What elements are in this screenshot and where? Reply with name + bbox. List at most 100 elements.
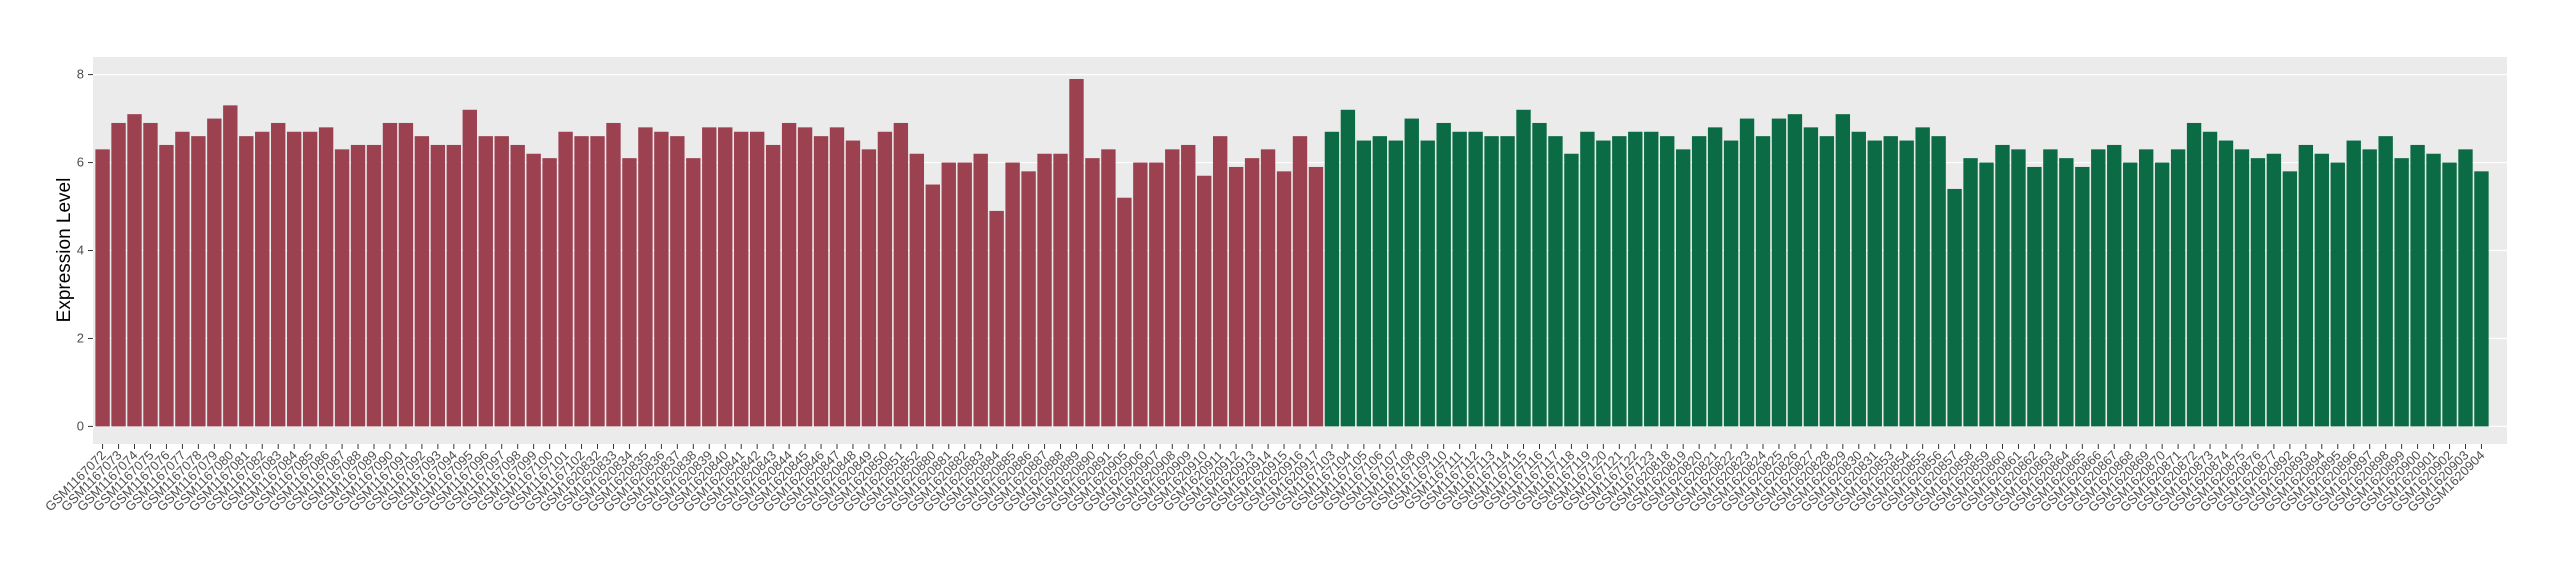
bar [1021,171,1036,427]
bar [191,136,206,427]
bar [1228,166,1244,427]
bar [207,118,222,427]
bar [1564,153,1579,427]
bar [1436,122,1451,427]
bar [1484,136,1499,427]
bar [1165,149,1180,427]
bar [2298,144,2314,427]
bar [1133,162,1148,427]
bar [414,136,430,427]
bar [111,122,126,427]
bar [1101,149,1116,427]
bar [909,153,925,427]
bar [1675,149,1691,427]
bar [1787,114,1803,427]
bar [1181,144,1196,427]
bar [1308,166,1324,427]
bar [1628,131,1643,427]
bar [749,131,765,427]
bar [1404,118,1419,427]
bar [286,131,302,427]
bar [813,136,829,427]
y-tick-label: 2 [77,330,84,345]
bar [2123,162,2138,427]
bar [1596,140,1611,427]
bar [638,127,653,427]
bar [175,131,190,427]
bar [223,105,238,427]
bar [1053,153,1068,427]
bar [1755,136,1771,427]
bar [318,127,334,427]
bar [1244,158,1260,427]
bar [1691,136,1707,427]
bar [334,149,350,427]
bar [1883,136,1898,427]
bar [350,144,366,427]
bar [1516,109,1531,427]
bar [255,131,270,427]
bar [2282,171,2298,427]
bar [478,136,493,427]
bar [2426,153,2441,427]
bar [2043,149,2058,427]
bar [1851,131,1866,427]
bar [366,144,382,427]
bar [1723,140,1739,427]
bar [2218,140,2234,427]
bar [2442,162,2457,427]
bar [2250,158,2266,427]
bar [143,122,158,427]
bar [2138,149,2154,427]
bar [2107,144,2122,427]
bar [446,144,462,427]
bar [1739,118,1755,427]
bar [1580,131,1595,427]
bar [1292,136,1308,427]
bar [845,140,861,427]
y-tick-label: 0 [77,418,84,433]
bar [765,144,781,427]
bar [941,162,956,427]
bar [1995,144,2010,427]
bar [1452,131,1467,427]
bar [510,144,525,427]
y-tick-label: 4 [77,243,84,258]
bar [957,162,972,427]
bar [2234,149,2250,427]
bar [1468,131,1483,427]
bar [1548,136,1563,427]
bar [1005,162,1020,427]
bar [1819,136,1835,427]
bar [302,131,318,427]
bar [2011,149,2026,427]
bar [654,131,669,427]
bar [271,122,286,427]
bar [2091,149,2106,427]
bar [2266,153,2282,427]
bar [2075,166,2090,427]
bar [462,109,477,427]
bar [1069,78,1084,427]
bar [1324,131,1340,427]
bar [1835,114,1851,427]
bar [1372,136,1388,427]
bar [1660,136,1675,427]
bar [1931,136,1946,427]
bar [2154,162,2170,427]
bar [2330,162,2345,427]
bar [702,127,717,427]
bar [781,122,797,427]
y-tick-label: 6 [77,155,84,170]
bar [989,210,1004,427]
bar [239,136,254,427]
bar [1899,140,1914,427]
y-axis-title: Expression Level [54,178,75,323]
bar [159,144,174,427]
bar [382,122,398,427]
bar [2186,122,2202,427]
y-tick-label: 8 [77,67,84,82]
bar [2202,131,2218,427]
bar [622,158,637,427]
